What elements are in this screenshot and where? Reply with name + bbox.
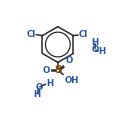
Text: O: O: [35, 83, 43, 92]
Text: O: O: [43, 66, 50, 75]
Text: O: O: [91, 45, 99, 54]
Text: O: O: [66, 56, 73, 65]
Text: OH: OH: [64, 76, 79, 85]
Text: Cl: Cl: [26, 30, 36, 39]
Text: S: S: [54, 65, 62, 75]
Text: Cl: Cl: [78, 30, 88, 39]
Text: H: H: [99, 47, 106, 56]
Text: H: H: [46, 79, 54, 88]
Text: H: H: [91, 38, 99, 47]
Text: H: H: [34, 90, 41, 99]
